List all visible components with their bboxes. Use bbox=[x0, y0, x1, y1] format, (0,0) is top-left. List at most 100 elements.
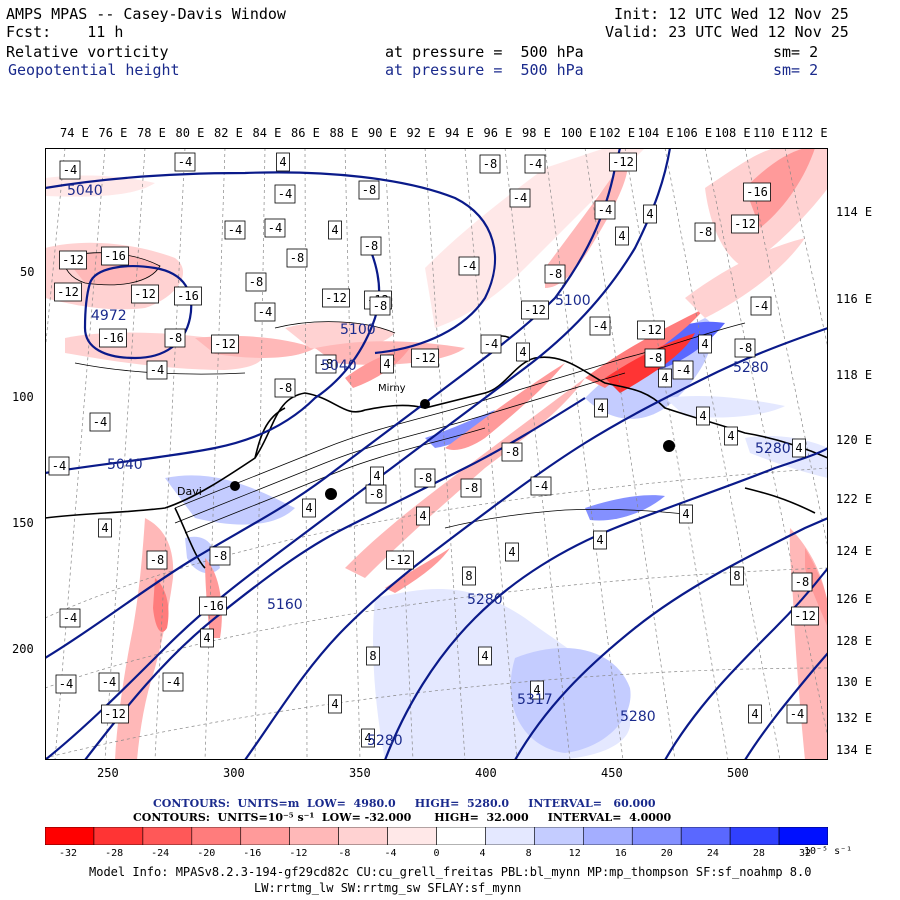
svg-text:-12: -12 bbox=[389, 553, 411, 567]
vorticity-value-label: -8 bbox=[146, 550, 168, 570]
height-value-label: 4972 bbox=[91, 308, 127, 324]
height-value-label: 5280 bbox=[620, 709, 656, 725]
svg-text:-4: -4 bbox=[63, 163, 77, 177]
vorticity-value-label: -8 bbox=[245, 272, 267, 292]
right-lon-label: 132 E bbox=[836, 711, 873, 725]
plot-title: AMPS MPAS -- Casey-Davis Window bbox=[6, 5, 286, 23]
height-contours bbox=[45, 148, 828, 760]
top-lon-label: 86 E bbox=[291, 126, 320, 140]
colorbar-label: 32 bbox=[798, 848, 812, 859]
vorticity-value-label: -4 bbox=[174, 152, 196, 172]
svg-text:4: 4 bbox=[727, 429, 734, 443]
vorticity-value-label: -8 bbox=[694, 222, 716, 242]
svg-text:4: 4 bbox=[508, 545, 515, 559]
svg-text:4: 4 bbox=[519, 345, 526, 359]
vorticity-value-label: 4 bbox=[748, 704, 762, 724]
colorbar-label: 0 bbox=[433, 848, 440, 859]
vorticity-value-label: -4 bbox=[786, 704, 808, 724]
vorticity-value-label: 4 bbox=[594, 398, 608, 418]
right-lon-label: 120 E bbox=[836, 433, 873, 447]
vorticity-value-label: -8 bbox=[501, 442, 523, 462]
vorticity-value-label: -16 bbox=[101, 246, 129, 266]
vorticity-value-label: -4 bbox=[89, 412, 111, 432]
top-lon-label: 82 E bbox=[214, 126, 243, 140]
vorticity-value-label: -4 bbox=[480, 334, 502, 354]
vorticity-value-label: 8 bbox=[366, 646, 380, 666]
top-lon-label: 110 E bbox=[753, 126, 790, 140]
vorticity-value-label: -12 bbox=[322, 288, 350, 308]
svg-text:4: 4 bbox=[533, 683, 540, 697]
right-lon-label: 134 E bbox=[836, 743, 873, 757]
svg-text:-4: -4 bbox=[513, 191, 527, 205]
vorticity-value-label: 4 bbox=[370, 466, 384, 486]
top-lon-label: 108 E bbox=[714, 126, 751, 140]
colorbar-label: -12 bbox=[289, 848, 308, 859]
svg-text:4: 4 bbox=[481, 649, 488, 663]
colorbar-bin bbox=[45, 827, 95, 845]
top-lon-label: 96 E bbox=[483, 126, 513, 140]
vorticity-value-label: -4 bbox=[672, 360, 694, 380]
vorticity-value-label: -4 bbox=[55, 674, 77, 694]
top-lon-label: 80 E bbox=[175, 126, 205, 140]
vorticity-contours bbox=[64, 252, 746, 534]
svg-text:4: 4 bbox=[383, 357, 390, 371]
colorbar-label: -20 bbox=[197, 848, 216, 859]
colorbar-label: -28 bbox=[105, 848, 124, 859]
height-value-label: 5280 bbox=[367, 733, 403, 749]
svg-text:-8: -8 bbox=[319, 357, 333, 371]
colorbar-label: 20 bbox=[660, 848, 673, 859]
right-lon-label: 122 E bbox=[836, 492, 873, 506]
colorbar-bin bbox=[93, 827, 144, 845]
svg-text:-8: -8 bbox=[795, 575, 809, 589]
svg-text:-12: -12 bbox=[62, 253, 84, 267]
svg-text:4: 4 bbox=[331, 223, 338, 237]
top-lon-label: 100 E bbox=[560, 126, 597, 140]
vorticity-value-label: -8 bbox=[460, 478, 482, 498]
station-markers bbox=[230, 399, 675, 500]
vorticity-value-label: -12 bbox=[521, 300, 549, 320]
colorbar-bin bbox=[387, 827, 437, 845]
vorticity-contour-info: CONTOURS: UNITS=10⁻⁵ s⁻¹ LOW= -32.000 HI… bbox=[133, 811, 672, 824]
vorticity-value-label: -4 bbox=[146, 360, 168, 380]
svg-text:-4: -4 bbox=[528, 157, 542, 171]
svg-text:4: 4 bbox=[618, 229, 625, 243]
vorticity-value-label: -16 bbox=[743, 182, 771, 202]
bottom-tick-label: 450 bbox=[601, 766, 623, 780]
vorticity-value-label: -8 bbox=[544, 264, 566, 284]
svg-text:-4: -4 bbox=[598, 203, 612, 217]
field2-smoothing: sm= 2 bbox=[773, 61, 819, 79]
right-lon-label: 124 E bbox=[836, 544, 873, 558]
right-lon-label: 118 E bbox=[836, 368, 873, 382]
height-value-label: 5040 bbox=[107, 457, 143, 473]
colorbar-label: 12 bbox=[568, 848, 581, 859]
vorticity-value-label: -12 bbox=[386, 550, 414, 570]
vorticity-value-label: -8 bbox=[286, 248, 308, 268]
svg-text:-8: -8 bbox=[738, 341, 752, 355]
svg-text:-4: -4 bbox=[52, 459, 66, 473]
vorticity-value-label: -12 bbox=[54, 282, 82, 302]
svg-text:4: 4 bbox=[701, 337, 708, 351]
svg-text:-12: -12 bbox=[325, 291, 347, 305]
svg-text:-16: -16 bbox=[177, 289, 199, 303]
height-value-label: 5317 bbox=[517, 692, 553, 708]
right-lon-label: 130 E bbox=[836, 675, 873, 689]
height-value-label: 5280 bbox=[733, 360, 769, 376]
svg-text:-8: -8 bbox=[278, 381, 292, 395]
bottom-tick-label: 300 bbox=[223, 766, 245, 780]
vorticity-value-label: 8 bbox=[462, 566, 476, 586]
colorbar-bin bbox=[583, 827, 633, 845]
svg-text:8: 8 bbox=[465, 569, 472, 583]
svg-text:-8: -8 bbox=[464, 481, 478, 495]
height-contour-info: CONTOURS: UNITS=m LOW= 4980.0 HIGH= 5280… bbox=[153, 797, 656, 810]
svg-text:-4: -4 bbox=[754, 299, 768, 313]
svg-text:-8: -8 bbox=[369, 487, 383, 501]
vorticity-value-label: 4 bbox=[416, 506, 430, 526]
vorticity-value-label: -12 bbox=[101, 704, 129, 724]
vorticity-value-label: 4 bbox=[724, 426, 738, 446]
colorbar-bin bbox=[289, 827, 339, 845]
vorticity-value-label: -8 bbox=[358, 180, 380, 200]
vorticity-value-label: -16 bbox=[99, 328, 127, 348]
svg-text:4: 4 bbox=[373, 469, 380, 483]
colorbar-label: 16 bbox=[614, 848, 627, 859]
colorbar-bin bbox=[191, 827, 242, 845]
